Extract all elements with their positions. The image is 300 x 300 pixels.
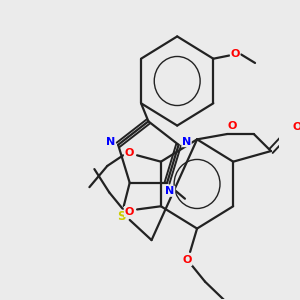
Text: O: O <box>227 121 236 130</box>
Text: O: O <box>124 148 134 158</box>
Text: O: O <box>182 255 192 266</box>
Text: N: N <box>106 136 115 147</box>
Text: O: O <box>124 207 134 217</box>
Text: S: S <box>118 210 126 223</box>
Text: O: O <box>292 122 300 132</box>
Text: O: O <box>230 50 240 59</box>
Text: N: N <box>182 136 191 147</box>
Text: N: N <box>165 186 175 196</box>
